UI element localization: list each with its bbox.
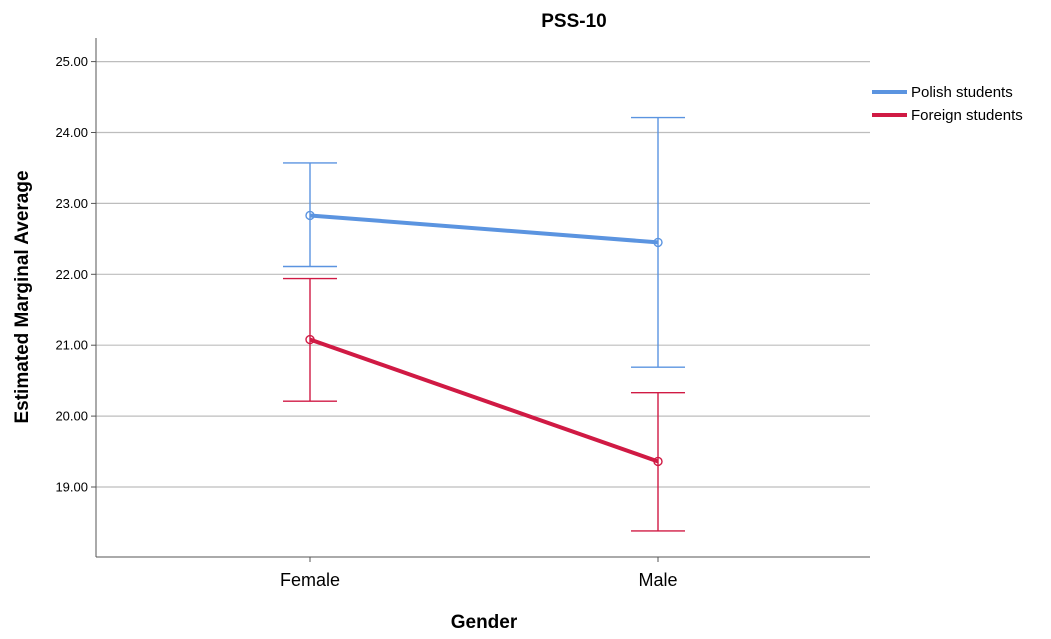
- series-line: [309, 213, 659, 245]
- legend: Polish students Foreign students: [872, 84, 1023, 124]
- series-1: [283, 277, 685, 532]
- x-tick-label: Male: [638, 570, 677, 590]
- x-ticks: Female Male: [280, 557, 678, 590]
- series-layer: [283, 116, 685, 532]
- x-tick-label: Female: [280, 570, 340, 590]
- y-tick-label: 19.00: [55, 480, 88, 495]
- y-tick-label: 24.00: [55, 125, 88, 140]
- y-tick-label: 21.00: [55, 338, 88, 353]
- data-point: [305, 334, 315, 345]
- legend-label: Foreign students: [911, 107, 1023, 124]
- data-point: [653, 237, 663, 248]
- series-0: [283, 116, 685, 368]
- y-tick-label: 23.00: [55, 196, 88, 211]
- legend-label: Polish students: [911, 84, 1013, 101]
- y-ticks: 19.00 20.00 21.00 22.00 23.00 24.00 25.00: [55, 54, 96, 495]
- gridlines: [96, 60, 870, 488]
- data-point: [653, 456, 663, 467]
- y-axis-label: Estimated Marginal Average: [12, 170, 33, 423]
- x-axis-label: Gender: [451, 612, 518, 633]
- chart-title: PSS-10: [541, 11, 606, 32]
- data-point: [305, 210, 315, 221]
- y-tick-label: 25.00: [55, 54, 88, 69]
- y-tick-label: 20.00: [55, 409, 88, 424]
- y-tick-label: 22.00: [55, 267, 88, 282]
- series-line: [309, 337, 659, 464]
